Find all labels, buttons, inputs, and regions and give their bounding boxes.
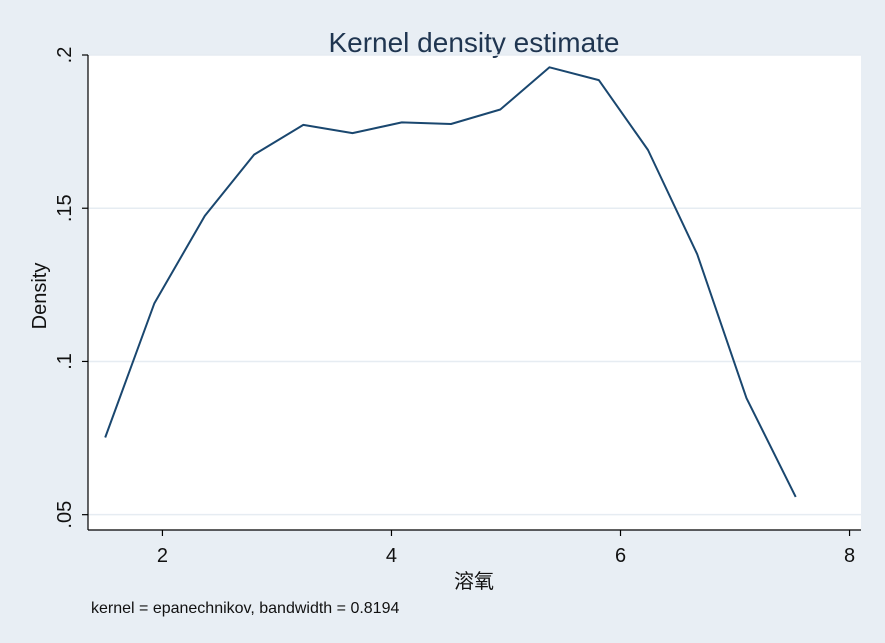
axes xyxy=(87,55,861,531)
x-axis-title: 溶氧 xyxy=(454,570,494,593)
x-tick-label: 6 xyxy=(615,545,626,567)
density-line xyxy=(104,66,797,498)
gridlines xyxy=(88,54,861,516)
y-tick-label: .05 xyxy=(54,501,76,529)
y-tick-label: .1 xyxy=(54,353,76,370)
y-axis-title: Density xyxy=(29,263,51,330)
y-tick-label: .2 xyxy=(54,47,76,64)
x-ticks: 2 4 6 8 xyxy=(157,530,855,567)
plot-region-background xyxy=(88,55,861,530)
x-tick-label: 8 xyxy=(844,545,855,567)
chart-title: Kernel density estimate xyxy=(328,27,619,58)
y-ticks: .05 .1 .15 .2 xyxy=(54,47,88,529)
y-tick-label: .15 xyxy=(54,194,76,222)
series-lines xyxy=(104,66,797,498)
x-tick-label: 2 xyxy=(157,545,168,567)
x-tick-label: 4 xyxy=(386,545,397,567)
kernel-note: kernel = epanechnikov, bandwidth = 0.819… xyxy=(91,600,399,617)
